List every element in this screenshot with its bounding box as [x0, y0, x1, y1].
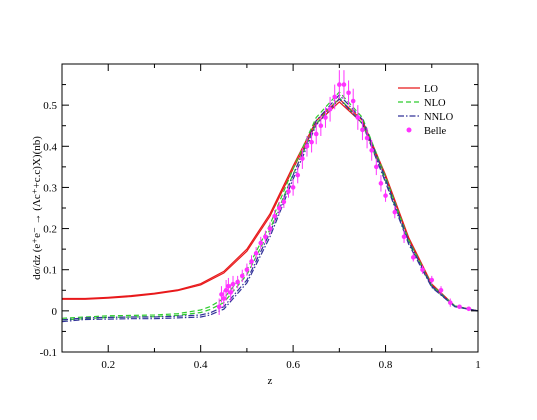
data-point: [313, 131, 319, 137]
y-tick-label: 0.2: [43, 224, 57, 236]
data-point: [369, 148, 374, 153]
legend-label-belle: Belle: [424, 126, 446, 137]
data-point: [235, 279, 240, 285]
data-point: [295, 172, 301, 178]
plot-area: [61, 70, 479, 323]
series-nnlo-upper-line: [61, 94, 479, 321]
data-point: [281, 199, 287, 205]
data-point: [290, 185, 296, 190]
y-tick-label: 0.5: [43, 100, 57, 112]
y-tick-label: 0.1: [43, 265, 57, 277]
data-point: [420, 267, 425, 273]
data-point: [392, 209, 398, 215]
data-point: [355, 115, 361, 120]
data-point: [457, 304, 462, 310]
data-point: [249, 259, 254, 264]
x-tick-label: 0.8: [379, 359, 393, 371]
data-point: [438, 287, 444, 293]
data-point: [304, 143, 310, 149]
y-tick-label: -0.1: [40, 347, 57, 359]
axes: 0.2 0.4 0.6 0.8 1 -0.1 0 0.1 0.2 0.3 0.4 0.5: [40, 64, 481, 371]
data-point: [272, 213, 277, 219]
series-nnlo-lower-line: [61, 98, 479, 323]
data-point: [360, 127, 365, 133]
data-point: [346, 90, 351, 96]
legend-swatch-belle: [406, 127, 412, 133]
y-axis-title: dσ/dz (e⁺e⁻ → (Λc⁺+c.c)X)(nb): [31, 136, 43, 280]
data-point: [401, 234, 407, 240]
data-point: [253, 250, 259, 256]
legend-label-nnlo: NNLO: [424, 112, 454, 123]
data-point: [466, 306, 472, 312]
series-nnlo: [61, 94, 479, 323]
legend-label-nlo: NLO: [424, 98, 446, 109]
x-tick-label: 0.4: [194, 359, 208, 371]
data-point: [318, 123, 324, 129]
y-tick-label: 0.3: [43, 182, 57, 194]
data-point: [341, 82, 347, 87]
x-axis-title: z: [268, 375, 273, 387]
data-point: [364, 135, 370, 141]
data-point: [410, 255, 416, 260]
x-tick-label: 0.2: [101, 359, 115, 371]
data-point: [374, 164, 379, 170]
data-point: [226, 283, 231, 289]
legend-label-lo: LO: [424, 84, 438, 95]
data-point: [216, 304, 222, 310]
series-belle: [216, 70, 472, 315]
data-point: [244, 267, 250, 273]
data-point: [219, 292, 224, 297]
x-tick-label: 1: [475, 359, 481, 371]
data-point: [447, 300, 453, 305]
data-point: [267, 226, 273, 231]
data-point: [300, 156, 305, 161]
data-point: [276, 205, 282, 211]
data-point: [332, 94, 338, 100]
data-point: [263, 234, 268, 240]
data-point: [309, 139, 314, 145]
data-point: [230, 281, 236, 287]
y-tick-label: 0: [52, 306, 58, 318]
data-point: [239, 273, 245, 279]
data-point: [228, 290, 234, 295]
legend: LO NLO NNLO Belle: [398, 84, 454, 137]
data-point: [350, 98, 356, 104]
series-nlo-upper-line: [61, 91, 479, 319]
data-point: [286, 189, 291, 194]
y-tick-label: 0.4: [43, 141, 57, 153]
data-point: [221, 296, 227, 301]
data-point: [323, 115, 328, 120]
data-point: [378, 181, 384, 186]
x-tick-label: 0.6: [286, 359, 300, 371]
data-point: [327, 106, 333, 112]
data-point: [258, 240, 264, 246]
data-point: [429, 277, 435, 283]
data-point: [383, 193, 388, 198]
data-point: [223, 287, 229, 293]
data-point: [337, 82, 342, 87]
